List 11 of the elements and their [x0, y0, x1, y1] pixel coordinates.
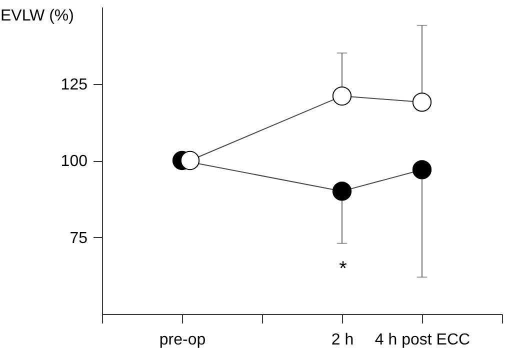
- point: [332, 86, 352, 106]
- x-tick-label: 2 h: [331, 332, 354, 348]
- point: [332, 182, 352, 201]
- y-tick-label: 100: [60, 153, 88, 170]
- annotation: *: [339, 258, 348, 280]
- x-tick-label: 4 h post ECC: [374, 332, 470, 348]
- y-tick-label: 75: [70, 230, 88, 247]
- point: [412, 160, 432, 180]
- y-axis-title: EVLW (%): [0, 8, 74, 24]
- y-tick-label: 125: [60, 76, 88, 94]
- x-tick-label: pre-op: [159, 332, 206, 348]
